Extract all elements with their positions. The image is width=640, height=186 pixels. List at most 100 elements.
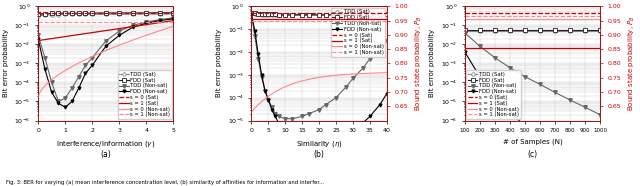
TDD (Sat) xyxy=(521,30,529,33)
TDD (Non-sat) xyxy=(75,76,83,78)
FDD (Non-sat) xyxy=(48,91,56,94)
Line: s = 0 (Non-sat): s = 0 (Non-sat) xyxy=(252,73,387,112)
FDD (Sat) xyxy=(258,13,266,15)
Line: FDD (Sat): FDD (Sat) xyxy=(463,29,602,32)
TDD (Non-sat) xyxy=(271,113,279,115)
s = 0 (Sat) xyxy=(546,12,554,15)
s = 1 (Non-sat) xyxy=(35,21,42,23)
FDD (Non-sat) xyxy=(82,72,90,74)
FDD (Sat) xyxy=(68,12,76,14)
FDD (Non-sat) xyxy=(102,45,109,47)
s = 1 (Sat) xyxy=(170,20,177,22)
s = 1 (Sat) xyxy=(345,18,353,20)
Line: s = 1 (Sat): s = 1 (Sat) xyxy=(38,21,173,41)
TDD (Non-sat) xyxy=(88,57,96,59)
s = 0 (Non-sat) xyxy=(596,18,604,20)
FDD (Sat) xyxy=(476,29,484,31)
TDD (Non-sat) xyxy=(332,97,340,99)
TDD (Sat) xyxy=(255,13,262,15)
s = 1 (Non-sat) xyxy=(248,20,255,22)
FDD (Non-sat) xyxy=(268,108,276,111)
s = 0 (Non-sat) xyxy=(35,97,42,99)
FDD (Sat) xyxy=(316,14,323,16)
s = 1 (Sat) xyxy=(515,47,522,49)
s = 1 (Sat) xyxy=(35,39,42,42)
s = 0 (Non-sat) xyxy=(345,73,353,75)
Legend: TDD (Sat), FDD (Sat), TDD (Non-sat), FDD (Non-sat), s = 0 (Sat), s = 1 (Sat), s : TDD (Sat), FDD (Sat), TDD (Non-sat), FDD… xyxy=(118,70,172,119)
s = 1 (Sat) xyxy=(292,18,300,20)
FDD (Non-sat) xyxy=(35,38,42,40)
Line: FDD (Sat): FDD (Sat) xyxy=(250,12,388,16)
X-axis label: # of Samples (N): # of Samples (N) xyxy=(502,139,563,145)
FDD (Sat) xyxy=(54,12,62,15)
s = 0 (Sat) xyxy=(477,12,485,15)
FDD (Non-sat) xyxy=(170,18,177,20)
X-axis label: Similarity ($\eta$): Similarity ($\eta$) xyxy=(296,139,342,149)
FDD (Sat) xyxy=(170,12,177,14)
FDD (Sat) xyxy=(461,29,468,31)
FDD (Sat) xyxy=(366,13,374,16)
TDD (Non-sat) xyxy=(298,115,306,118)
TDD (Sat) xyxy=(88,13,96,15)
s = 1 (Sat) xyxy=(346,18,354,20)
Line: FDD (Non-sat): FDD (Non-sat) xyxy=(250,13,388,134)
s = 1 (Non-sat) xyxy=(264,20,271,22)
TDD (Non-sat) xyxy=(551,91,559,94)
Text: Fig. 3: BER for varying (a) mean interference concentration level, (b) similarit: Fig. 3: BER for varying (a) mean interfe… xyxy=(6,180,324,185)
FDD (Non-sat) xyxy=(461,51,468,53)
s = 1 (Sat) xyxy=(546,47,554,49)
FDD (Sat) xyxy=(261,13,269,15)
TDD (Sat) xyxy=(461,30,468,33)
FDD (Sat) xyxy=(288,14,296,16)
FDD (Sat) xyxy=(82,12,90,14)
FDD (Sat) xyxy=(88,12,96,14)
TDD (Non-sat) xyxy=(255,58,262,60)
TDD (Sat) xyxy=(258,14,266,16)
s = 1 (Non-sat) xyxy=(51,21,58,23)
FDD (Non-sat) xyxy=(536,138,544,141)
FDD (Non-sat) xyxy=(282,126,289,129)
TDD (Non-sat) xyxy=(68,87,76,89)
FDD (Non-sat) xyxy=(376,103,384,106)
FDD (Sat) xyxy=(251,12,259,15)
FDD (Sat) xyxy=(48,12,56,15)
TDD (Non-sat) xyxy=(156,19,164,21)
TDD (Non-sat) xyxy=(102,40,109,42)
Line: TDD (Non-sat): TDD (Non-sat) xyxy=(36,16,175,103)
s = 1 (Non-sat) xyxy=(301,20,309,22)
s = 1 (Non-sat) xyxy=(333,20,340,22)
FDD (Non-sat) xyxy=(261,90,269,92)
TDD (Non-sat) xyxy=(129,24,137,26)
TDD (Sat) xyxy=(75,13,83,15)
TDD (Sat) xyxy=(170,13,177,15)
s = 0 (Sat) xyxy=(333,12,340,14)
TDD (Non-sat) xyxy=(376,47,384,49)
TDD (Non-sat) xyxy=(316,108,323,111)
TDD (Sat) xyxy=(566,30,574,33)
TDD (Sat) xyxy=(264,14,272,16)
s = 1 (Non-sat) xyxy=(132,21,140,23)
TDD (Sat) xyxy=(506,30,514,33)
TDD (Sat) xyxy=(268,14,276,16)
s = 0 (Sat) xyxy=(132,12,140,15)
s = 0 (Non-sat) xyxy=(477,18,485,20)
s = 0 (Sat) xyxy=(559,12,566,15)
FDD (Non-sat) xyxy=(156,19,164,22)
FDD (Non-sat) xyxy=(68,100,76,103)
FDD (Sat) xyxy=(115,12,123,14)
s = 1 (Non-sat) xyxy=(346,20,354,22)
TDD (Non-sat) xyxy=(48,81,56,84)
TDD (Sat) xyxy=(68,13,76,15)
FDD (Sat) xyxy=(41,13,49,15)
TDD (Non-sat) xyxy=(521,76,529,78)
TDD (Sat) xyxy=(376,14,384,16)
s = 1 (Non-sat) xyxy=(132,21,140,23)
s = 0 (Sat) xyxy=(78,12,86,15)
Legend: TDD (Sat), FDD (Sat), TDD (Non-sat), FDD (Non-sat), s = 0 (Sat), s = 1 (Sat), s : TDD (Sat), FDD (Sat), TDD (Non-sat), FDD… xyxy=(331,8,385,57)
TDD (Non-sat) xyxy=(596,114,604,116)
s = 1 (Non-sat) xyxy=(546,15,554,17)
FDD (Non-sat) xyxy=(506,110,514,113)
s = 0 (Sat) xyxy=(292,12,300,14)
s = 0 (Sat) xyxy=(88,12,95,15)
FDD (Non-sat) xyxy=(248,13,255,15)
